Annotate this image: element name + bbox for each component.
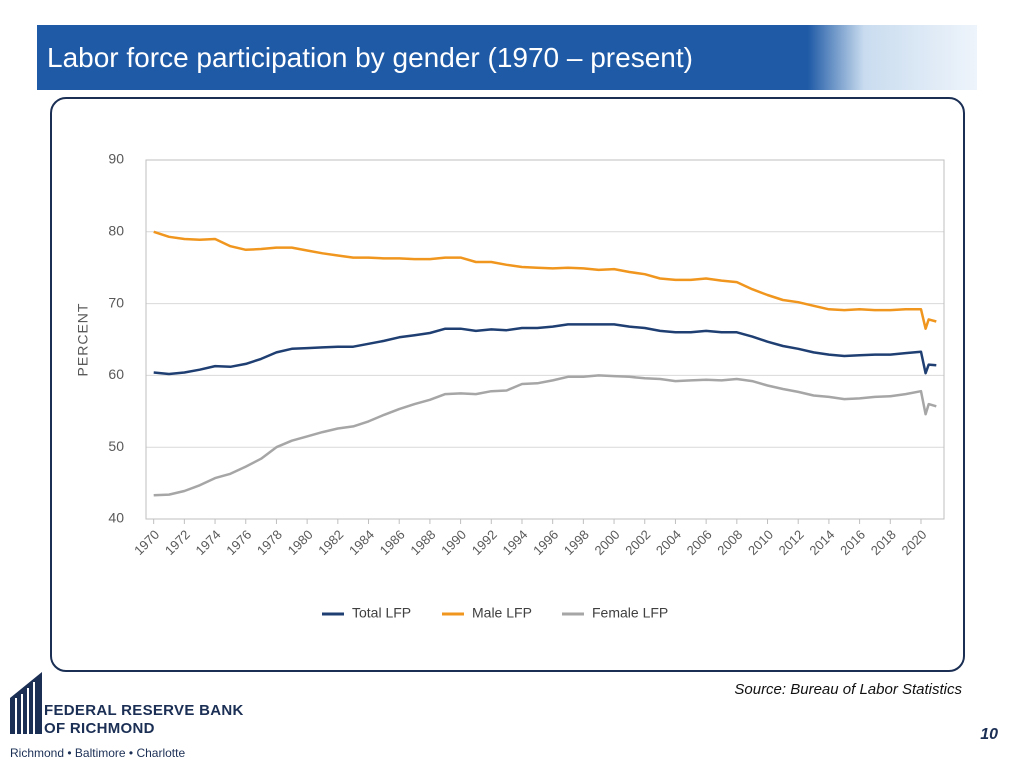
x-tick-label: 1986 (377, 527, 408, 558)
y-tick-label: 90 (108, 151, 124, 167)
x-tick-label: 2006 (684, 527, 715, 558)
x-tick-label: 1988 (407, 527, 438, 558)
x-tick-label: 1992 (469, 527, 500, 558)
y-tick-label: 50 (108, 438, 124, 454)
plot-border (145, 159, 945, 520)
x-tick-label: 1984 (346, 527, 377, 558)
logo-mark (10, 672, 42, 734)
y-tick-label: 70 (108, 294, 124, 310)
title-bar: Labor force participation by gender (197… (37, 25, 977, 90)
slide-title: Labor force participation by gender (197… (47, 42, 693, 73)
legend-label: Male LFP (472, 605, 532, 621)
page-number: 10 (980, 726, 998, 743)
data-line (153, 374, 937, 497)
x-tick-label: 1990 (438, 527, 469, 558)
x-tick-label: 1996 (530, 527, 561, 558)
x-tick-label: 2000 (592, 527, 623, 558)
logo-line: OF RICHMOND (44, 720, 155, 737)
source: Source: Bureau of Labor Statistics (734, 681, 962, 698)
x-tick-label: 1998 (561, 527, 592, 558)
x-tick-label: 2012 (776, 527, 807, 558)
legend-label: Female LFP (592, 605, 668, 621)
x-tick-label: 1982 (315, 527, 346, 558)
x-tick-label: 1972 (162, 527, 193, 558)
y-axis-label: PERCENT (75, 303, 91, 377)
x-tick-label: 2004 (653, 527, 684, 558)
x-tick-label: 2018 (868, 527, 899, 558)
chart-frame (50, 97, 965, 672)
x-tick-label: 1978 (254, 527, 285, 558)
x-tick-label: 1970 (131, 527, 162, 558)
y-tick-label: 60 (108, 366, 124, 382)
data-line (153, 323, 937, 376)
x-tick-label: 2010 (745, 527, 776, 558)
x-tick-label: 1974 (193, 527, 224, 558)
data-line (153, 230, 937, 330)
logo-text: FEDERAL RESERVE BANK OF RICHMOND (44, 702, 244, 738)
x-tick-label: 1976 (223, 527, 254, 558)
x-tick-label: 2008 (714, 527, 745, 558)
y-tick-label: 40 (108, 510, 124, 526)
logo-tagline: Richmond • Baltimore • Charlotte (10, 746, 186, 760)
x-tick-label: 1980 (285, 527, 316, 558)
legend-label: Total LFP (352, 605, 411, 621)
x-tick-label: 2020 (898, 527, 929, 558)
x-tick-label: 2014 (806, 527, 837, 558)
x-tick-label: 2016 (837, 527, 868, 558)
y-tick-label: 80 (108, 223, 124, 239)
x-tick-label: 1994 (499, 527, 530, 558)
logo-line: FEDERAL RESERVE BANK (44, 702, 244, 719)
x-tick-label: 2002 (622, 527, 653, 558)
